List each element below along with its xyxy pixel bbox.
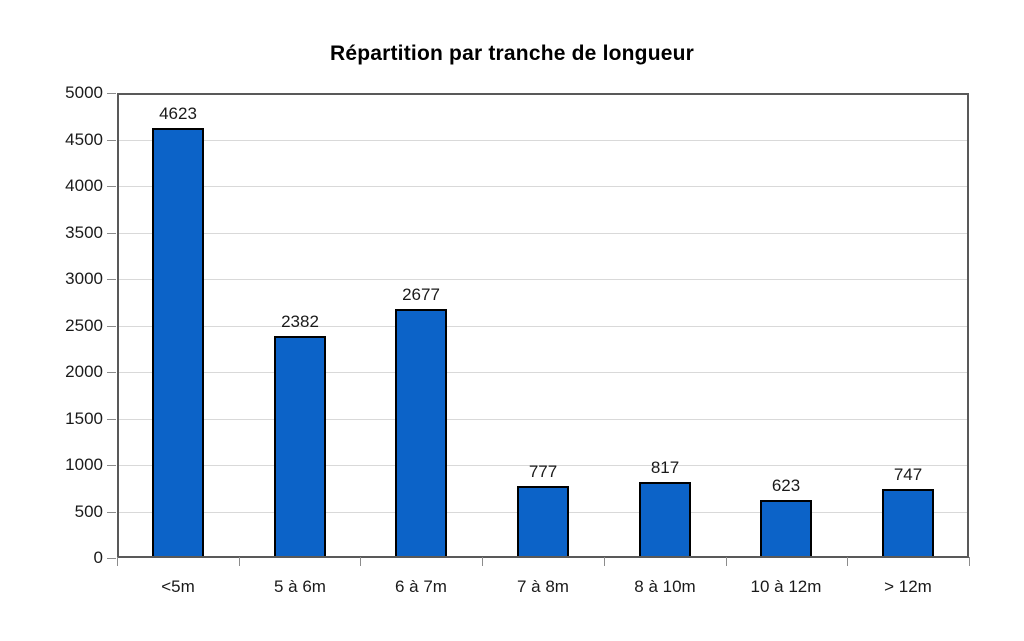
y-tick-label: 2000 (65, 362, 103, 381)
bar-value-label: 2382 (281, 312, 319, 331)
bar-value-label: 4623 (159, 104, 197, 123)
y-tick-label: 4000 (65, 176, 103, 195)
bar-6 à 7m (395, 309, 447, 558)
gridline (117, 279, 969, 280)
bar-value-label: 817 (650, 458, 680, 477)
x-tick (847, 557, 848, 566)
y-tick (107, 93, 116, 94)
y-tick-label: 0 (93, 548, 103, 567)
y-tick-label: 500 (74, 502, 103, 521)
x-tick-label: > 12m (884, 577, 932, 596)
gridline (117, 186, 969, 187)
y-tick (107, 326, 116, 327)
x-tick (117, 557, 118, 566)
y-tick-label: 1500 (65, 409, 103, 428)
gridline (117, 372, 969, 373)
bar-8 à 10m (639, 482, 691, 558)
gridline (117, 232, 969, 234)
y-tick (107, 465, 116, 466)
gridline (117, 325, 969, 327)
gridline (117, 465, 969, 466)
x-tick-label: 5 à 6m (274, 577, 326, 596)
x-tick (969, 557, 970, 566)
plot-area: 4623 2382 2677 777 817 623 747 (117, 93, 969, 558)
chart-title: Répartition par tranche de longueur (329, 42, 695, 65)
y-tick (107, 233, 116, 234)
y-tick (107, 558, 116, 559)
y-tick-label: 3500 (65, 223, 103, 242)
x-tick (482, 557, 483, 566)
y-tick (107, 279, 116, 280)
bar-7 à 8m (517, 486, 569, 558)
y-tick (107, 186, 116, 187)
x-tick-label: 10 à 12m (750, 577, 822, 596)
gridline (117, 418, 969, 420)
y-tick-label: 1000 (65, 455, 103, 474)
x-tick-label: 7 à 8m (517, 577, 569, 596)
y-tick (107, 512, 116, 513)
bar-> 12m (882, 489, 934, 558)
y-tick (107, 140, 116, 141)
bar-5 à 6m (274, 336, 326, 558)
y-tick-label: 3000 (65, 269, 103, 288)
y-tick (107, 372, 116, 373)
x-tick (726, 557, 727, 566)
x-tick-label: 6 à 7m (395, 577, 447, 596)
y-tick-label: 2500 (65, 316, 103, 335)
gridline (117, 139, 969, 141)
x-tick (360, 557, 361, 566)
x-tick-label: 8 à 10m (634, 577, 696, 596)
bar-<5m (152, 128, 204, 558)
bar-value-label: 623 (771, 476, 801, 495)
x-tick-label: <5m (161, 577, 195, 596)
bar-value-label: 777 (528, 462, 558, 481)
x-tick (239, 557, 240, 566)
y-tick-label: 4500 (65, 130, 103, 149)
gridline (117, 93, 969, 94)
bar-value-label: 747 (893, 465, 923, 484)
y-tick (107, 419, 116, 420)
bar-value-label: 2677 (402, 285, 440, 304)
y-tick-label: 5000 (65, 83, 103, 102)
x-tick (604, 557, 605, 566)
bar-10 à 12m (760, 500, 812, 558)
